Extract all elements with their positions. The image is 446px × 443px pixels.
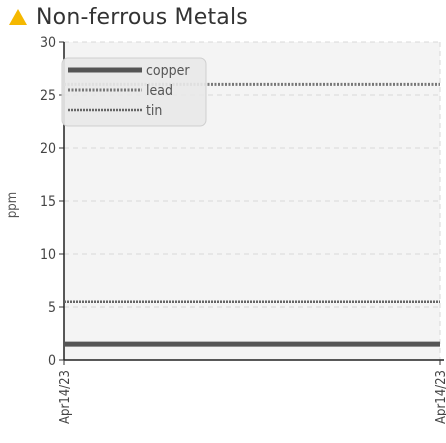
y-tick-label: 15 bbox=[40, 194, 56, 210]
y-tick-label: 5 bbox=[48, 300, 56, 316]
legend-label-lead: lead bbox=[146, 83, 173, 99]
y-tick-label: 10 bbox=[40, 247, 56, 263]
warning-triangle-icon bbox=[9, 9, 27, 25]
legend-label-tin: tin bbox=[146, 103, 162, 119]
x-tick-label: Apr14/23 bbox=[434, 370, 446, 424]
y-tick-label: 25 bbox=[40, 88, 56, 104]
y-axis-label: ppm bbox=[5, 192, 20, 218]
chart-header: Non-ferrous Metals bbox=[8, 2, 248, 32]
legend-label-copper: copper bbox=[146, 63, 190, 79]
y-tick-label: 20 bbox=[40, 141, 56, 157]
y-tick-label: 0 bbox=[48, 353, 56, 369]
x-tick-label: Apr14/23 bbox=[58, 370, 73, 424]
chart-title: Non-ferrous Metals bbox=[36, 4, 248, 30]
y-tick-label: 30 bbox=[40, 35, 56, 51]
